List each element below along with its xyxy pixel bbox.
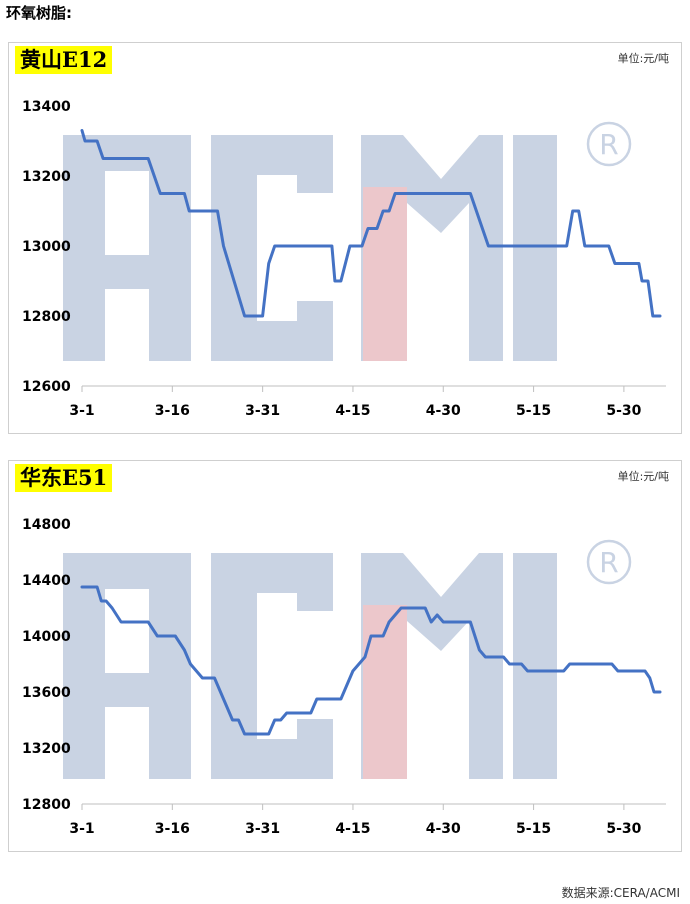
panel-label: 华东E51: [15, 464, 113, 492]
y-tick-label: 13200: [22, 169, 71, 185]
watermark-accent: [363, 187, 407, 361]
y-tick-label: 14000: [22, 629, 71, 645]
watermark-letter-i: [513, 135, 557, 361]
chart-panel-huadong-e51: R 12800 13200 13600 14000 14400 14800 3-1 3-16 3-…: [8, 460, 682, 852]
watermark-registered-circle: [586, 121, 632, 167]
unit-label: 单位:元/吨: [617, 470, 669, 483]
x-tick-label: 3-1: [69, 821, 94, 837]
y-tick-label: 14800: [22, 517, 71, 533]
panel-label: 黄山E12: [15, 46, 113, 74]
watermark-letter-a: [63, 135, 191, 361]
price-line: [80, 585, 662, 736]
watermark-letter-c: [211, 135, 333, 361]
page-title: 环氧树脂:: [6, 4, 72, 22]
watermark-registered-circle: [586, 539, 632, 585]
chart-huadong-e51: R 12800 13200 13600 14000 14400 14800 3-1 3-16 3-…: [22, 517, 666, 837]
x-tick-label: 5-30: [606, 403, 641, 419]
acmi-watermark: R: [63, 539, 632, 779]
x-tick-label: 3-31: [245, 821, 280, 837]
x-tick-label: 5-15: [516, 403, 551, 419]
x-tick-label: 4-15: [335, 821, 370, 837]
y-tick-label: 12800: [22, 309, 71, 325]
watermark-letter-c: [211, 553, 333, 779]
x-tick-label: 4-30: [426, 821, 461, 837]
x-tick-label: 3-31: [245, 403, 280, 419]
chart-huangshan-e12: R 12600 12800 13000 13200 13400 3-1 3-16 3-31 4-1…: [22, 99, 666, 419]
y-tick-label: 12800: [22, 797, 71, 813]
y-tick-label: 13000: [22, 239, 71, 255]
watermark-letter-a: [63, 553, 191, 779]
x-tick-label: 3-1: [69, 403, 94, 419]
y-tick-label: 13200: [22, 741, 71, 757]
x-tick-label: 3-16: [155, 403, 190, 419]
x-tick-label: 4-30: [426, 403, 461, 419]
y-tick-label: 13400: [22, 99, 71, 115]
data-source: 数据来源:CERA/ACMI: [561, 886, 680, 900]
y-tick-label: 13600: [22, 685, 71, 701]
x-tick-label: 5-30: [606, 821, 641, 837]
watermark-letter-i: [513, 553, 557, 779]
x-tick-label: 3-16: [155, 821, 190, 837]
chart-panel-huangshan-e12: R 12600 12800 13000 13200 13400 3-1 3-16 3-31 4-1…: [8, 42, 682, 434]
x-tick-label: 4-15: [335, 403, 370, 419]
x-tick-label: 5-15: [516, 821, 551, 837]
price-line: [80, 129, 662, 318]
y-tick-label: 14400: [22, 573, 71, 589]
watermark-registered-letter: R: [599, 128, 618, 161]
watermark-registered-letter: R: [599, 546, 618, 579]
unit-label: 单位:元/吨: [617, 52, 669, 65]
y-tick-label: 12600: [22, 379, 71, 395]
watermark-accent: [363, 605, 407, 779]
